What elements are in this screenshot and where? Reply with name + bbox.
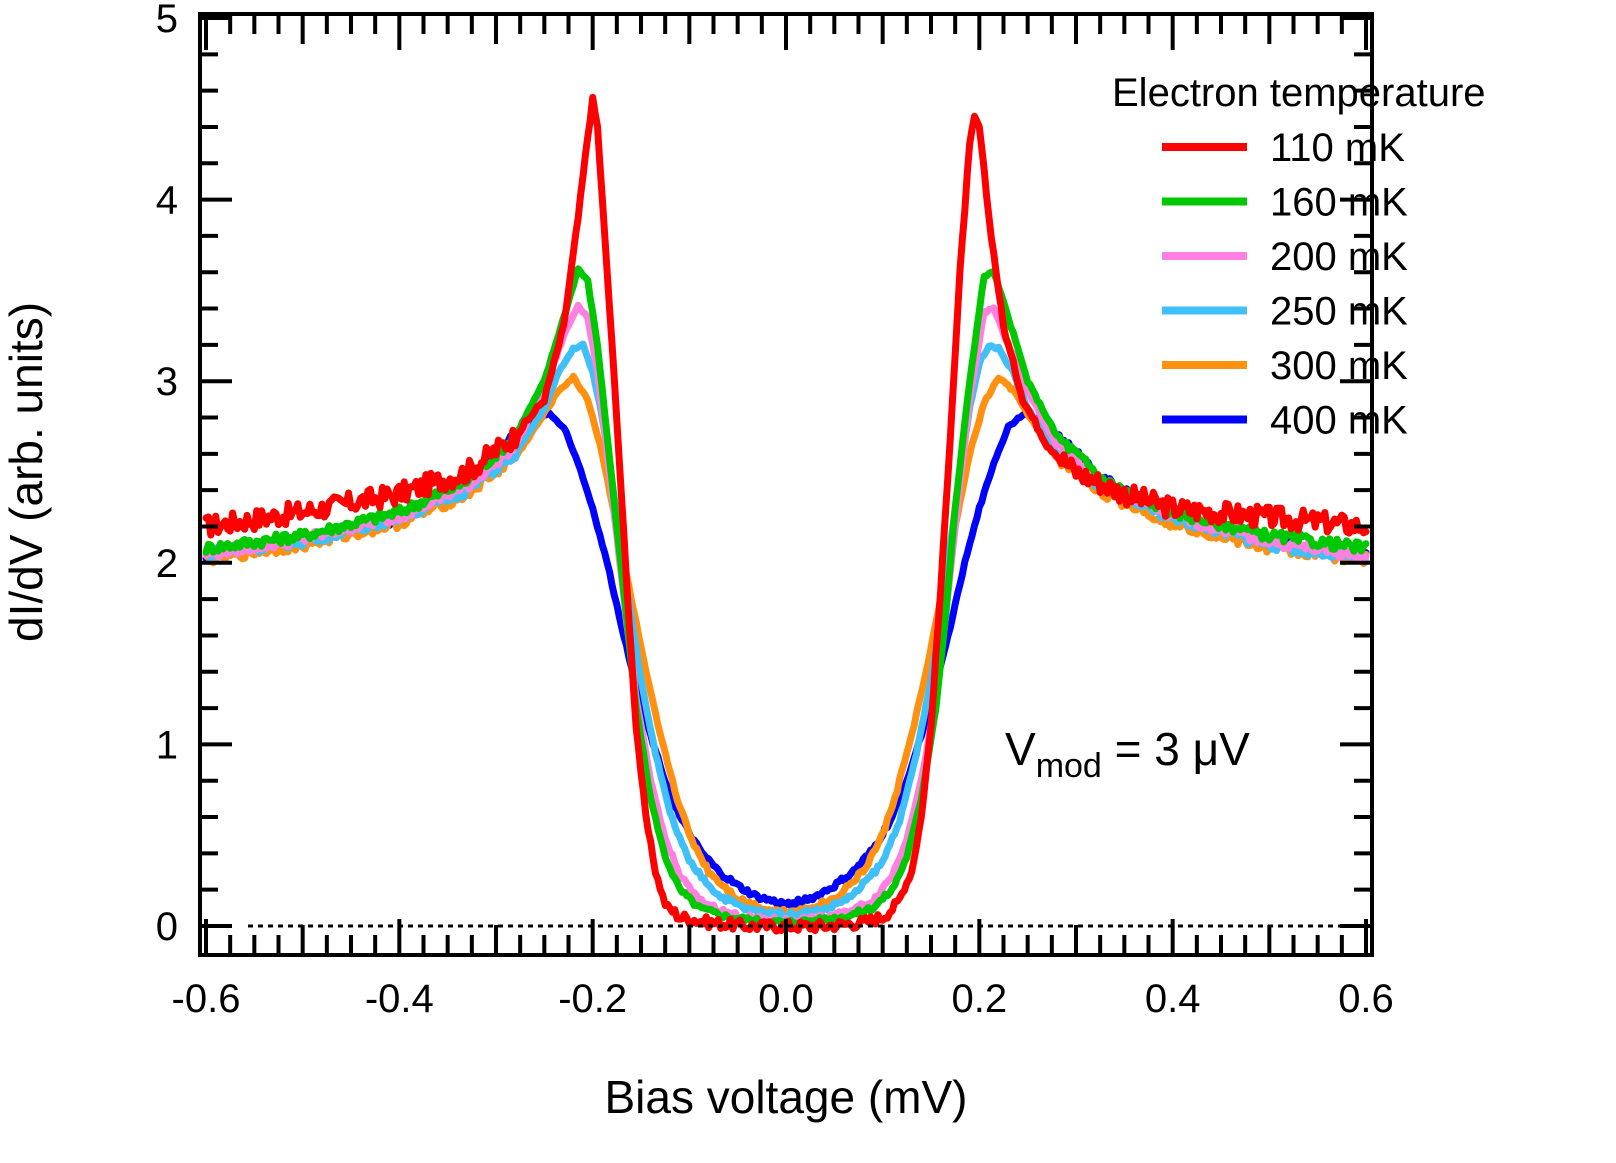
series-group [202,93,1370,935]
legend-label: 250 mK [1270,290,1408,334]
series-line-200-mk [202,301,1370,926]
y-axis-title: dI/dV (arb. units) [0,302,52,642]
legend: Electron temperature 110 mK 160 mK 200 mK 2… [1112,71,1486,443]
annotation-main: V [1005,723,1036,775]
y-tick-label: 2 [156,542,178,586]
plot-frame [198,12,1374,957]
legend-label: 200 mK [1270,235,1408,279]
annotation-subscript: mod [1036,747,1102,785]
y-tick-label: 1 [156,723,178,767]
x-tick-label: -0.4 [365,977,434,1021]
x-tick-label: 0.0 [758,977,814,1021]
vmod-annotation: Vmod = 3 μV [1005,723,1250,785]
tick-labels: -0.6 -0.4 -0.2 0.0 0.2 0.4 0.6 0 1 2 3 4 5 [156,0,1394,1021]
legend-label: 110 mK [1270,126,1405,170]
x-tick-label: 0.4 [1145,977,1201,1021]
series-line-300-mk [202,372,1370,918]
y-tick-label: 3 [156,360,178,404]
legend-label: 160 mK [1270,181,1408,225]
x-axis-title: Bias voltage (mV) [604,1071,967,1123]
y-tick-label: 5 [156,0,178,41]
legend-label: 300 mK [1270,344,1408,388]
x-tick-label: 0.6 [1338,977,1394,1021]
x-tick-label: -0.2 [558,977,627,1021]
axes [198,12,1374,957]
x-tick-label: -0.6 [172,977,241,1021]
y-tick-label: 0 [156,905,178,949]
series-line-250-mk [202,340,1370,921]
y-tick-label: 4 [156,179,178,223]
x-tick-label: 0.2 [952,977,1008,1021]
legend-title: Electron temperature [1112,71,1486,115]
annotation-rest: = 3 μV [1102,723,1250,775]
legend-label: 400 mK [1270,399,1408,443]
